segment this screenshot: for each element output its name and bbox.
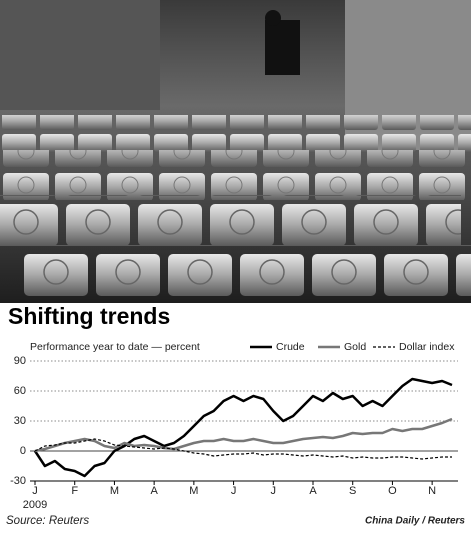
y-tick-label: 0 (20, 445, 26, 457)
chart-title: Shifting trends (8, 303, 170, 329)
x-tick-label: S (349, 485, 356, 497)
series-line (34, 417, 453, 453)
y-tick-label: 30 (14, 415, 26, 427)
y-tick-label: 90 (14, 355, 26, 367)
legend-label: Crude (276, 341, 305, 353)
source: Source: Reuters (6, 515, 89, 527)
y-tick-label: 60 (14, 385, 26, 397)
chart-subtitle: Performance year to date — percent (30, 341, 200, 353)
legend-label: Dollar index (399, 341, 455, 353)
x-tick-label: A (309, 485, 317, 497)
x-tick-label: M (189, 485, 198, 497)
x-tick-label: J (231, 485, 237, 497)
legend-label: Gold (344, 341, 366, 353)
x-tick-label: O (388, 485, 397, 497)
x-tick-label: F (71, 485, 78, 497)
photo (0, 0, 471, 303)
x-tick-label: J (271, 485, 277, 497)
credit: China Daily / Reuters (365, 516, 465, 527)
year-label: 2009 (23, 499, 47, 511)
x-tick-label: J (32, 485, 38, 497)
x-tick-label: N (428, 485, 436, 497)
series-line (33, 377, 453, 478)
series-line (34, 438, 452, 460)
x-tick-label: A (150, 485, 158, 497)
y-tick-label: -30 (10, 475, 26, 487)
x-tick-label: M (110, 485, 119, 497)
